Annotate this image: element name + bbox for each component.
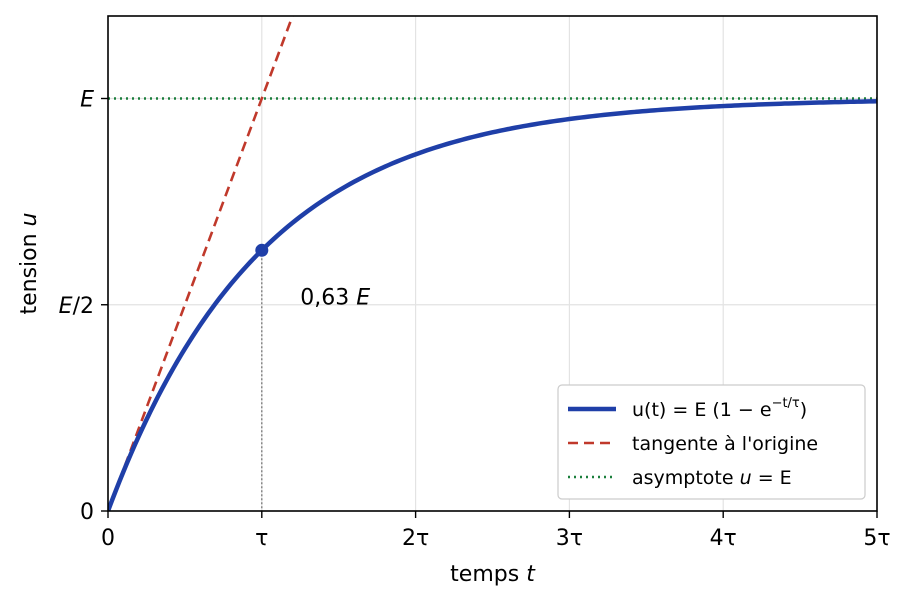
legend-label-curve: u(t) = E (1 − e−t/τ) bbox=[632, 396, 807, 421]
y-axis-title-text: tension bbox=[17, 226, 42, 314]
marker-layer bbox=[255, 243, 269, 257]
legend-label-curve-main: u(t) = E (1 − e bbox=[632, 399, 772, 421]
label-layer: 0 τ 2τ 3τ 4τ 5τ 0 E/2 E bbox=[59, 88, 891, 552]
series-layer bbox=[108, 16, 877, 511]
x-tick-label-4: 4τ bbox=[710, 526, 737, 551]
x-axis-title-var: t bbox=[526, 562, 536, 587]
legend: u(t) = E (1 − e−t/τ) tangente à l'origin… bbox=[557, 384, 866, 500]
y-axis-title-var: u bbox=[17, 212, 42, 226]
annotation-063E: 0,63 E bbox=[300, 286, 370, 311]
x-tick-label-0: 0 bbox=[101, 526, 115, 551]
y-tick-label-1: E/2 bbox=[59, 294, 94, 319]
marker-point bbox=[255, 243, 269, 257]
legend-label-curve-exp: −t/τ bbox=[772, 396, 800, 411]
tick-layer bbox=[101, 97, 878, 518]
y-tick-label-2: E bbox=[80, 88, 94, 113]
legend-label-asymptote-var: u bbox=[740, 467, 752, 489]
legend-box bbox=[557, 384, 866, 500]
legend-label-asymptote: asymptote u = E bbox=[632, 467, 792, 489]
y-tick-label-0: 0 bbox=[80, 500, 94, 525]
legend-label-asymptote-eq: = E bbox=[752, 467, 792, 489]
x-tick-label-5: 5τ bbox=[863, 526, 890, 551]
legend-label-tangent: tangente à l'origine bbox=[632, 433, 818, 455]
x-axis-title-text: temps bbox=[450, 562, 526, 587]
x-tick-label-3: 3τ bbox=[556, 526, 583, 551]
series-curve bbox=[108, 99, 877, 511]
x-axis-title: temps t bbox=[450, 562, 536, 587]
legend-label-asymptote-text: asymptote bbox=[632, 467, 740, 489]
x-tick-label-1: τ bbox=[255, 526, 268, 551]
x-tick-label-2: 2τ bbox=[402, 526, 429, 551]
plot-frame bbox=[107, 15, 878, 512]
series-tangent bbox=[108, 16, 294, 511]
legend-label-curve-close: ) bbox=[800, 399, 807, 421]
y-axis-title: tension u bbox=[17, 212, 42, 314]
